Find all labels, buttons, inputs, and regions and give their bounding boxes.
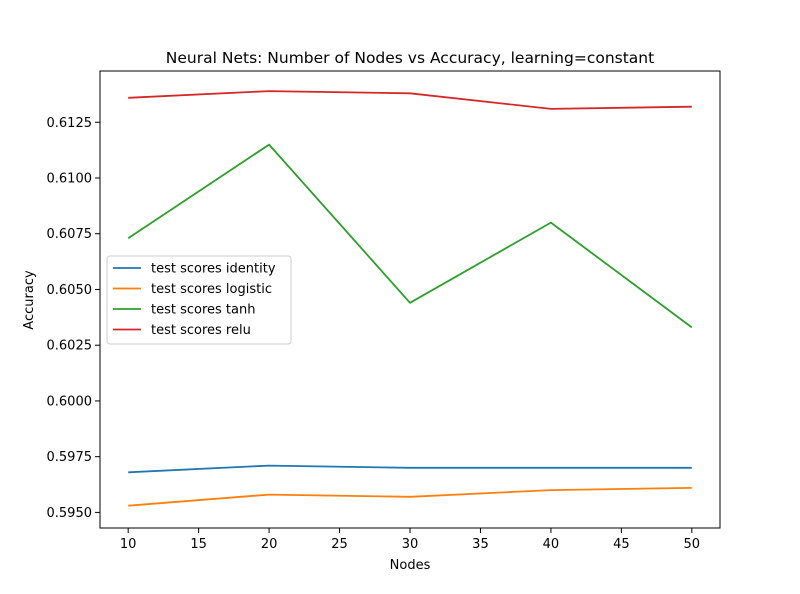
y-tick-label: 0.5975 bbox=[47, 450, 93, 465]
x-tick-label: 25 bbox=[331, 537, 348, 552]
x-tick-label: 40 bbox=[543, 537, 560, 552]
series-line-test-scores-identity bbox=[128, 464, 692, 474]
x-tick-label: 30 bbox=[402, 537, 419, 552]
series-line-test-scores-relu bbox=[128, 90, 692, 110]
series-line-test-scores-logistic bbox=[128, 487, 692, 507]
legend-label: test scores logistic bbox=[151, 282, 272, 297]
x-axis-label: Nodes bbox=[390, 558, 431, 573]
y-tick-label: 0.6025 bbox=[47, 339, 93, 354]
x-tick-label: 10 bbox=[120, 537, 137, 552]
y-tick-label: 0.6100 bbox=[47, 172, 93, 187]
x-tick-label: 35 bbox=[472, 537, 489, 552]
x-axis-ticks: 10 15 20 25 30 35 40 45 50 bbox=[120, 528, 700, 552]
y-tick-label: 0.6075 bbox=[47, 227, 93, 242]
chart-title: Neural Nets: Number of Nodes vs Accuracy… bbox=[166, 49, 654, 67]
legend-label: test scores tanh bbox=[151, 303, 255, 318]
y-tick-label: 0.6050 bbox=[47, 283, 93, 298]
x-tick-label: 15 bbox=[190, 537, 207, 552]
x-tick-label: 45 bbox=[613, 537, 630, 552]
y-tick-label: 0.6125 bbox=[47, 116, 93, 131]
series-line-test-scores-tanh bbox=[127, 143, 693, 329]
legend-box bbox=[106, 255, 292, 345]
y-axis-ticks: 0.5950 0.5975 0.6000 0.6025 0.6050 0.6075 0.61… bbox=[47, 116, 100, 521]
x-tick-label: 50 bbox=[684, 537, 701, 552]
legend: test scores identity test scores logistic… bbox=[106, 255, 292, 345]
legend-label: test scores relu bbox=[151, 323, 251, 338]
y-tick-label: 0.6000 bbox=[47, 394, 93, 409]
y-axis-label: Accuracy bbox=[22, 270, 37, 330]
plot-lines bbox=[127, 90, 693, 507]
legend-label: test scores identity bbox=[151, 262, 276, 277]
x-tick-label: 20 bbox=[261, 537, 278, 552]
y-tick-label: 0.5950 bbox=[47, 506, 93, 521]
